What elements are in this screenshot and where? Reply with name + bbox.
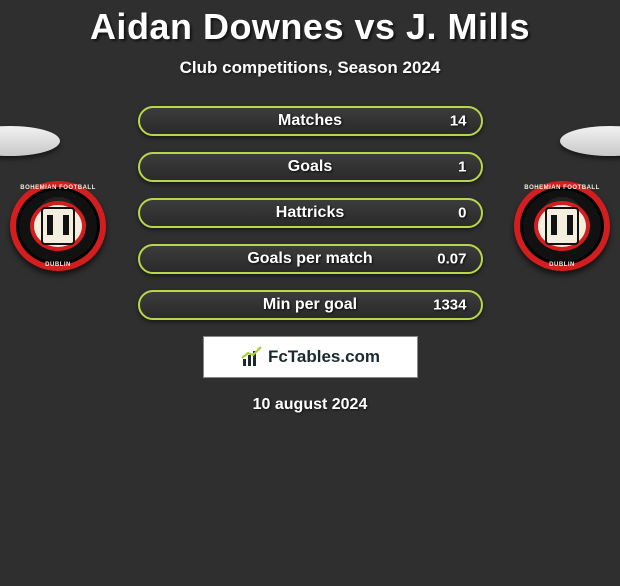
stat-row: Goals 1 [138, 152, 483, 182]
stat-label: Hattricks [276, 204, 344, 222]
fctables-logo[interactable]: FcTables.com [203, 336, 418, 378]
stat-label: Goals [288, 158, 332, 176]
stats-panel: Matches 14 Goals 1 Hattricks 0 Goals per match… [138, 106, 483, 320]
player-pill-right [560, 126, 620, 156]
chart-icon [240, 345, 264, 369]
stat-label: Matches [278, 112, 342, 130]
stat-value-right: 0.07 [437, 251, 466, 268]
stat-row: Matches 14 [138, 106, 483, 136]
footer-date: 10 august 2024 [0, 396, 620, 414]
stat-row: Hattricks 0 [138, 198, 483, 228]
club-badge-left: BOHEMIAN FOOTBALL DUBLIN [10, 181, 106, 271]
stat-value-right: 0 [458, 205, 466, 222]
stat-value-right: 14 [450, 113, 467, 130]
logo-text: FcTables.com [268, 347, 380, 367]
stat-row: Min per goal 1334 [138, 290, 483, 320]
stat-row: Goals per match 0.07 [138, 244, 483, 274]
stat-value-right: 1 [458, 159, 466, 176]
player-pill-left [0, 126, 60, 156]
page-title: Aidan Downes vs J. Mills [0, 6, 620, 48]
page-subtitle: Club competitions, Season 2024 [0, 58, 620, 78]
stat-label: Goals per match [247, 250, 372, 268]
stat-label: Min per goal [263, 296, 357, 314]
stat-value-right: 1334 [433, 297, 466, 314]
club-badge-right: BOHEMIAN FOOTBALL DUBLIN [514, 181, 610, 271]
